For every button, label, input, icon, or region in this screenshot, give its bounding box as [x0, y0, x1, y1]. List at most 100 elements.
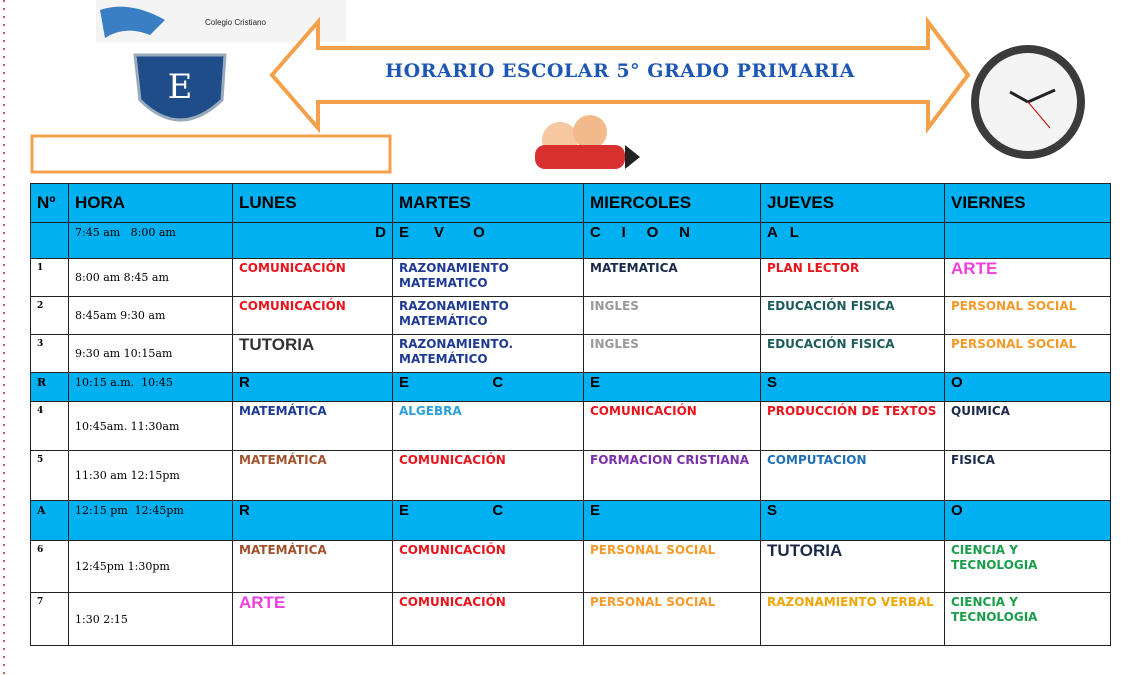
- shield: [133, 53, 227, 122]
- time: 9:30 am 10:15am: [68, 334, 233, 373]
- subject: O: [944, 500, 1111, 541]
- column-header: MARTES: [392, 183, 584, 223]
- subject: PERSONAL SOCIAL: [583, 540, 761, 593]
- subject: COMUNICACIÓN: [232, 258, 393, 297]
- subject: E: [583, 500, 761, 541]
- subject: COMUNICACIÓN: [392, 540, 584, 593]
- subject: RAZONAMIENTO. MATEMÁTICO: [392, 334, 584, 373]
- class-row: 2 8:45am 9:30 am COMUNICACIÓN RAZONAMIENTO …: [30, 296, 1111, 335]
- subject: FISICA: [944, 450, 1111, 501]
- banner-arrow: [269, 16, 971, 134]
- row-number: A: [30, 500, 69, 541]
- subject: PERSONAL SOCIAL: [583, 592, 761, 646]
- row-number: R: [30, 372, 69, 402]
- subject: QUIMICA: [944, 401, 1111, 451]
- subject: A L: [760, 222, 945, 259]
- subject: D: [232, 222, 393, 259]
- column-header: JUEVES: [760, 183, 945, 223]
- class-row: 7 1:30 2:15 ARTE COMUNICACIÓN PERSONAL SOCIA…: [30, 592, 1111, 646]
- time: 10:45am. 11:30am: [68, 401, 233, 451]
- subject: E V O: [392, 222, 584, 259]
- subject: RAZONAMIENTO VERBAL: [760, 592, 945, 646]
- subject: ARTE: [944, 258, 1111, 297]
- column-header: Nº: [30, 183, 69, 223]
- subject: [944, 222, 1111, 259]
- subject: ARTE: [232, 592, 393, 646]
- row-number: 2: [30, 296, 69, 335]
- school-name: Colegio Cristiano: [205, 18, 266, 27]
- subject: RAZONAMIENTO MATEMATICO: [392, 258, 584, 297]
- subject: EDUCACIÓN FISICA: [760, 296, 945, 335]
- time: 12:45pm 1:30pm: [68, 540, 233, 593]
- clock-hand: [1027, 88, 1056, 104]
- time: 1:30 2:15: [68, 592, 233, 646]
- row-number: 1: [30, 258, 69, 297]
- subject: INGLES: [583, 334, 761, 373]
- pencil-car: [535, 145, 625, 169]
- subject: S: [760, 500, 945, 541]
- schedule-table: Nº HORA LUNES MARTES MIERCOLES JUEVES VIERNES 7…: [30, 183, 1111, 646]
- time: 11:30 am 12:15pm: [68, 450, 233, 501]
- time: 7:45 am 8:00 am: [68, 222, 233, 259]
- header-row: Nº HORA LUNES MARTES MIERCOLES JUEVES VIERNES: [30, 183, 1111, 223]
- class-row: 1 8:00 am 8:45 am COMUNICACIÓN RAZONAMIENTO…: [30, 258, 1111, 297]
- subject: E C: [392, 500, 584, 541]
- subject: TUTORIA: [232, 334, 393, 373]
- subject: C I O N: [583, 222, 761, 259]
- subject: S: [760, 372, 945, 402]
- kid: [573, 115, 607, 149]
- column-header: VIERNES: [944, 183, 1111, 223]
- column-header: HORA: [68, 183, 233, 223]
- subject: MATEMÁTICA: [232, 540, 393, 593]
- shield-mark: E: [168, 67, 193, 107]
- subject: EDUCACIÓN FISICA: [760, 334, 945, 373]
- time: 8:45am 9:30 am: [68, 296, 233, 335]
- subject: MATEMÁTICA: [232, 450, 393, 501]
- subject: E: [583, 372, 761, 402]
- subject: PRODUCCIÓN DE TEXTOS: [760, 401, 945, 451]
- subject: E C: [392, 372, 584, 402]
- subject: ALGEBRA: [392, 401, 584, 451]
- title: HORARIO ESCOLAR 5° GRADO PRIMARIA: [385, 60, 855, 82]
- subject: TUTORIA: [760, 540, 945, 593]
- clock-hand: [1009, 90, 1029, 104]
- subject: R: [232, 500, 393, 541]
- subject: COMUNICACIÓN: [583, 401, 761, 451]
- row-number: 5: [30, 450, 69, 501]
- column-header: MIERCOLES: [583, 183, 761, 223]
- class-row: 4 10:45am. 11:30am MATEMÁTICA ALGEBRA COMUNI…: [30, 401, 1111, 451]
- subject: PERSONAL SOCIAL: [944, 296, 1111, 335]
- subject: COMUNICACIÓN: [392, 450, 584, 501]
- class-row: 3 9:30 am 10:15am TUTORIA RAZONAMIENTO. MAT…: [30, 334, 1111, 373]
- subject: PERSONAL SOCIAL: [944, 334, 1111, 373]
- subject: COMUNICACIÓN: [392, 592, 584, 646]
- subject: R: [232, 372, 393, 402]
- subject: COMPUTACION: [760, 450, 945, 501]
- subject: CIENCIA Y TECNOLOGIA: [944, 592, 1111, 646]
- subject: O: [944, 372, 1111, 402]
- time: 12:15 pm 12:45pm: [68, 500, 233, 541]
- row-number: [30, 222, 69, 259]
- subject: FORMACION CRISTIANA: [583, 450, 761, 501]
- subject: MATEMATICA: [583, 258, 761, 297]
- row-number: 7: [30, 592, 69, 646]
- subject: CIENCIA Y TECNOLOGIA: [944, 540, 1111, 593]
- row-number: 6: [30, 540, 69, 593]
- row-number: 4: [30, 401, 69, 451]
- time: 10:15 a.m. 10:45: [68, 372, 233, 402]
- subject: INGLES: [583, 296, 761, 335]
- pencil-tip: [625, 145, 640, 169]
- subject: RAZONAMIENTO MATEMÁTICO: [392, 296, 584, 335]
- subject: PLAN LECTOR: [760, 258, 945, 297]
- row-number: 3: [30, 334, 69, 373]
- logo-swoosh: [100, 6, 165, 39]
- class-row: 6 12:45pm 1:30pm MATEMÁTICA COMUNICACIÓN PER…: [30, 540, 1111, 593]
- class-row: 5 11:30 am 12:15pm MATEMÁTICA COMUNICACIÓN F…: [30, 450, 1111, 501]
- subject: COMUNICACIÓN: [232, 296, 393, 335]
- column-header: LUNES: [232, 183, 393, 223]
